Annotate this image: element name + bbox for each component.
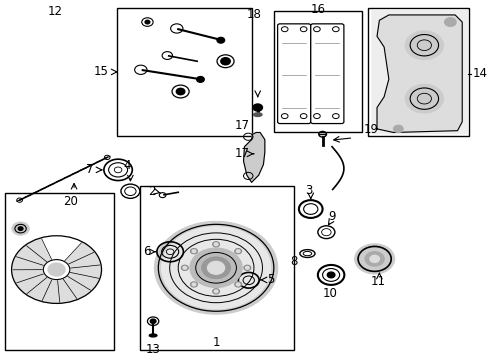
Circle shape <box>369 255 379 262</box>
FancyBboxPatch shape <box>117 8 251 136</box>
Circle shape <box>234 282 241 287</box>
Circle shape <box>183 266 186 269</box>
Circle shape <box>365 252 384 266</box>
Circle shape <box>207 261 224 274</box>
Circle shape <box>217 37 224 43</box>
Circle shape <box>354 244 394 274</box>
Text: 1: 1 <box>212 336 220 349</box>
Circle shape <box>212 289 219 294</box>
Circle shape <box>196 77 204 82</box>
FancyBboxPatch shape <box>310 24 343 123</box>
Wedge shape <box>41 236 82 270</box>
Circle shape <box>190 249 197 254</box>
Circle shape <box>43 260 70 280</box>
Circle shape <box>12 236 102 303</box>
Circle shape <box>150 319 156 323</box>
Text: 12: 12 <box>47 5 62 18</box>
Circle shape <box>393 125 402 132</box>
Circle shape <box>234 249 241 254</box>
Text: 17: 17 <box>235 147 250 160</box>
Text: 15: 15 <box>94 66 108 78</box>
Text: 16: 16 <box>310 3 325 16</box>
Text: 3: 3 <box>305 184 312 197</box>
Text: 10: 10 <box>322 287 336 300</box>
Text: 2: 2 <box>148 185 156 198</box>
Circle shape <box>48 263 65 276</box>
Circle shape <box>405 31 443 59</box>
Text: 4: 4 <box>123 159 131 172</box>
FancyBboxPatch shape <box>370 10 468 134</box>
Ellipse shape <box>253 113 262 116</box>
Circle shape <box>236 250 240 253</box>
Circle shape <box>221 58 230 65</box>
Circle shape <box>190 248 242 287</box>
Circle shape <box>192 283 196 286</box>
Text: 19: 19 <box>363 123 378 136</box>
Text: 5: 5 <box>266 273 274 286</box>
Text: 13: 13 <box>145 343 160 356</box>
Text: 20: 20 <box>63 195 78 208</box>
Circle shape <box>214 243 218 246</box>
Circle shape <box>162 227 270 309</box>
FancyBboxPatch shape <box>140 186 294 350</box>
Text: 17: 17 <box>235 119 250 132</box>
Text: 14: 14 <box>472 67 487 80</box>
Circle shape <box>245 266 249 269</box>
FancyBboxPatch shape <box>5 193 114 350</box>
Circle shape <box>326 272 334 278</box>
Text: 11: 11 <box>370 275 385 288</box>
Ellipse shape <box>149 334 157 337</box>
Polygon shape <box>243 132 264 182</box>
Circle shape <box>214 290 218 293</box>
Circle shape <box>190 282 197 287</box>
Circle shape <box>181 265 188 270</box>
Circle shape <box>244 265 250 270</box>
Circle shape <box>18 227 23 230</box>
FancyBboxPatch shape <box>277 24 310 123</box>
Text: 7: 7 <box>86 163 94 176</box>
Text: 8: 8 <box>290 255 297 268</box>
Text: 6: 6 <box>142 245 150 258</box>
Text: 9: 9 <box>327 210 335 223</box>
Circle shape <box>236 283 240 286</box>
Circle shape <box>154 221 277 314</box>
Text: 18: 18 <box>246 8 261 22</box>
Circle shape <box>202 257 230 279</box>
Circle shape <box>145 20 149 24</box>
Circle shape <box>176 88 184 95</box>
FancyBboxPatch shape <box>274 12 361 132</box>
Polygon shape <box>376 15 461 132</box>
Circle shape <box>192 250 196 253</box>
Circle shape <box>212 242 219 247</box>
Circle shape <box>12 222 29 235</box>
Circle shape <box>405 84 443 113</box>
Circle shape <box>444 18 455 26</box>
FancyBboxPatch shape <box>367 8 468 136</box>
Circle shape <box>252 104 262 111</box>
